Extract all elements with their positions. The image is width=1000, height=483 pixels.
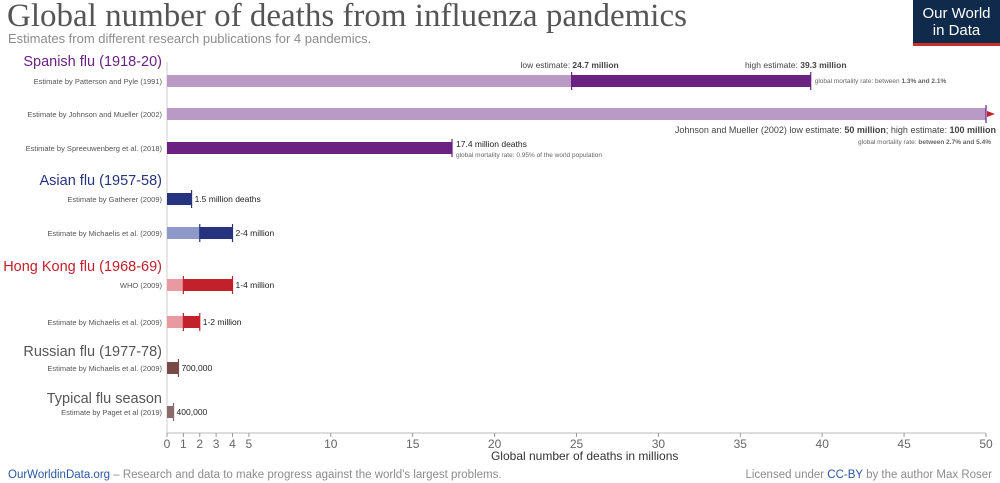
- x-tick-label: 1: [180, 437, 187, 451]
- range-text-1: Johnson and Mueller (2002) low estimate:: [675, 125, 845, 135]
- mortality-note-prefix: global mortality rate: between: [815, 78, 902, 85]
- value-label: 400,000: [177, 407, 208, 417]
- license-prefix: Licensed under: [745, 469, 828, 481]
- bar-range-segment: [571, 75, 811, 87]
- x-tick-label: 35: [734, 437, 748, 451]
- value-label: 1.5 million deaths: [195, 194, 261, 204]
- chart-subtitle: Estimates from different research public…: [8, 31, 372, 46]
- x-tick-label: 20: [488, 437, 502, 451]
- bar: [167, 406, 174, 418]
- estimate-label: Estimate by Michaelis et al. (2009): [47, 364, 162, 373]
- x-tick-label: 4: [229, 437, 236, 451]
- estimate-label: WHO (2009): [120, 281, 163, 290]
- x-tick-label: 50: [979, 437, 993, 451]
- bar: [167, 193, 192, 205]
- bar-low-segment: [167, 316, 184, 328]
- footer-tagline: – Research and data to make progress aga…: [110, 469, 502, 481]
- low-estimate-prefix: low estimate:: [520, 60, 572, 70]
- mortality-note: global mortality rate: between 1.3% and …: [815, 78, 947, 85]
- bar: [167, 142, 453, 154]
- x-tick-label: 15: [406, 437, 420, 451]
- value-label: 2-4 million: [236, 228, 275, 238]
- footer-site-link[interactable]: OurWorldinData.org: [8, 469, 111, 481]
- footer-license: Licensed under CC-BY by the author Max R…: [745, 469, 992, 481]
- range-value-1: 50 million: [844, 125, 886, 135]
- footer-source: OurWorldinData.org – Research and data t…: [8, 469, 502, 481]
- bar-low-segment: [167, 75, 572, 87]
- x-tick-label: 5: [246, 437, 253, 451]
- x-tick-label: 25: [570, 437, 584, 451]
- x-tick-label: 2: [196, 437, 203, 451]
- estimate-label: Estimate by Johnson and Mueller (2002): [27, 110, 162, 119]
- bar: [167, 362, 179, 374]
- bar-low-segment: [167, 227, 200, 239]
- chart-title: Global number of deaths from influenza p…: [7, 0, 687, 34]
- mortality-note: global mortality rate: 0.95% of the worl…: [456, 152, 602, 159]
- estimate-label: Estimate by Michaelis et al. (2009): [47, 318, 162, 327]
- mortality-note: global mortality rate: between 2.7% and …: [858, 139, 991, 146]
- range-value-2: 100 million: [949, 125, 996, 135]
- estimate-label: Estimate by Patterson and Pyle (1991): [34, 77, 163, 86]
- group-title: Russian flu (1977-78): [23, 344, 162, 360]
- bar-range-segment: [183, 279, 233, 291]
- estimate-label: Estimate by Michaelis et al. (2009): [47, 229, 162, 238]
- group-title: Spanish flu (1918-20): [23, 54, 162, 70]
- license-link[interactable]: CC-BY: [827, 469, 863, 481]
- x-tick-label: 10: [324, 437, 338, 451]
- x-axis-label: Global number of deaths in millions: [491, 449, 678, 463]
- high-estimate-value: 39.3 million: [800, 60, 846, 70]
- bar-low-segment: [167, 108, 986, 120]
- low-estimate-value: 24.7 million: [572, 60, 618, 70]
- range-estimate-label: Johnson and Mueller (2002) low estimate:…: [675, 125, 996, 135]
- x-tick-label: 30: [652, 437, 666, 451]
- mortality-note-value: 1.3% and 2.1%: [901, 78, 946, 85]
- range-text-2: ; high estimate:: [886, 125, 950, 135]
- estimate-label: Estimate by Spreeuwenberg et al. (2018): [26, 144, 163, 153]
- value-label: 700,000: [181, 363, 212, 373]
- x-tick-label: 0: [164, 437, 171, 451]
- mortality-note-value: between 2.7% and 5.4%: [918, 139, 991, 146]
- x-tick-label: 40: [816, 437, 830, 451]
- group-title: Typical flu season: [47, 391, 162, 407]
- value-label: 17.4 million deaths: [456, 139, 527, 149]
- owid-logo[interactable]: Our World in Data: [913, 0, 1000, 46]
- value-label: 1-4 million: [236, 280, 275, 290]
- value-label: 1-2 million: [203, 317, 242, 327]
- overflow-arrow: [987, 111, 995, 117]
- estimate-label: Estimate by Paget et al (2019): [61, 408, 162, 417]
- x-tick-label: 45: [897, 437, 911, 451]
- logo-line-1: Our World: [922, 5, 991, 22]
- group-title: Hong Kong flu (1968-69): [3, 259, 162, 275]
- mortality-note-prefix: global mortality rate:: [858, 139, 918, 146]
- high-estimate-label: high estimate: 39.3 million: [745, 60, 847, 70]
- group-title: Asian flu (1957-58): [39, 173, 162, 189]
- low-estimate-label: low estimate: 24.7 million: [520, 60, 618, 70]
- bar-range-segment: [199, 227, 233, 239]
- bar-range-segment: [183, 316, 200, 328]
- x-tick-label: 3: [213, 437, 220, 451]
- high-estimate-prefix: high estimate:: [745, 60, 800, 70]
- license-suffix: by the author Max Roser: [862, 469, 992, 481]
- logo-line-2: in Data: [932, 22, 981, 39]
- bar-low-segment: [167, 279, 184, 291]
- estimate-label: Estimate by Gatherer (2009): [67, 195, 162, 204]
